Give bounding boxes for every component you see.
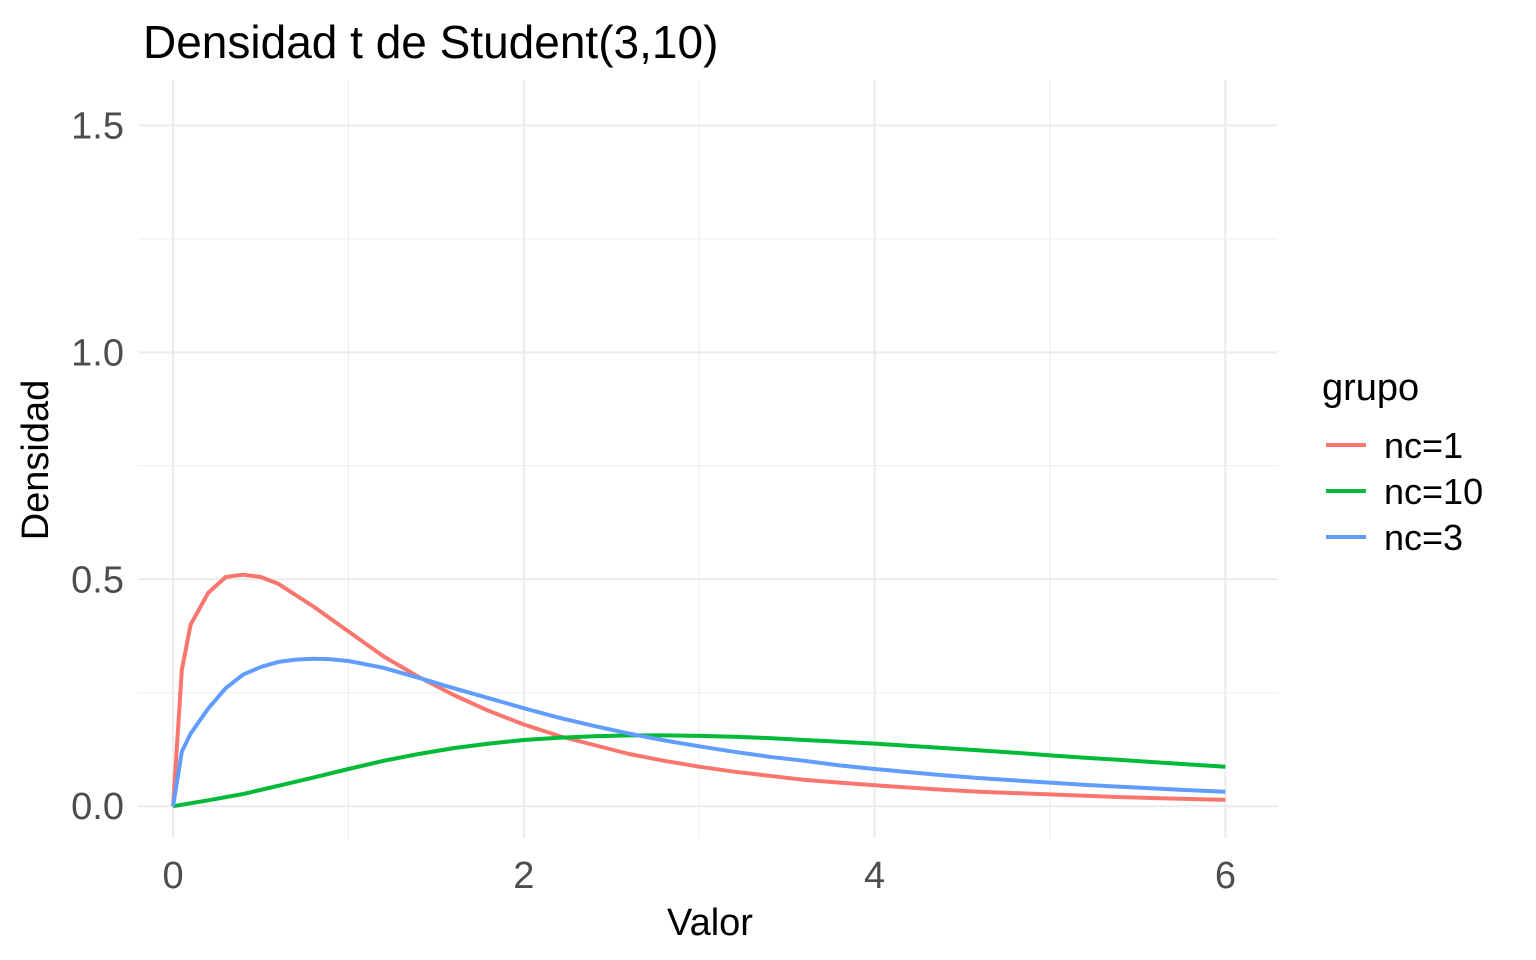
x-tick-label: 4 [864, 855, 885, 897]
legend: grupo nc=1 nc=10 nc=3 [1322, 367, 1483, 558]
y-tick-label: 1.5 [71, 105, 124, 147]
y-axis-label: Densidad [15, 380, 57, 541]
legend-label-nc-3: nc=3 [1384, 517, 1463, 558]
y-tick-label: 1.0 [71, 332, 124, 374]
chart-title: Densidad t de Student(3,10) [143, 16, 718, 68]
x-tick-label: 6 [1215, 855, 1236, 897]
x-tick-label: 2 [513, 855, 534, 897]
y-tick-label: 0.0 [71, 786, 124, 828]
legend-title: grupo [1322, 367, 1419, 409]
series-line-nc-3 [171, 656, 1226, 807]
legend-label-nc-1: nc=1 [1384, 425, 1463, 466]
x-axis-label: Valor [667, 902, 753, 944]
legend-entries: nc=1 nc=10 nc=3 [1326, 425, 1483, 558]
minor-gridlines [138, 80, 1278, 838]
x-tick-label: 0 [163, 855, 184, 897]
series-lines [171, 572, 1226, 809]
major-gridlines [138, 80, 1278, 838]
tick-labels: 0 2 4 6 0.0 0.5 1.0 1.5 [71, 105, 1236, 897]
legend-label-nc-10: nc=10 [1384, 471, 1483, 512]
series-line-nc-10 [172, 733, 1226, 809]
y-tick-label: 0.5 [71, 559, 124, 601]
series-line-nc-1 [171, 572, 1226, 807]
